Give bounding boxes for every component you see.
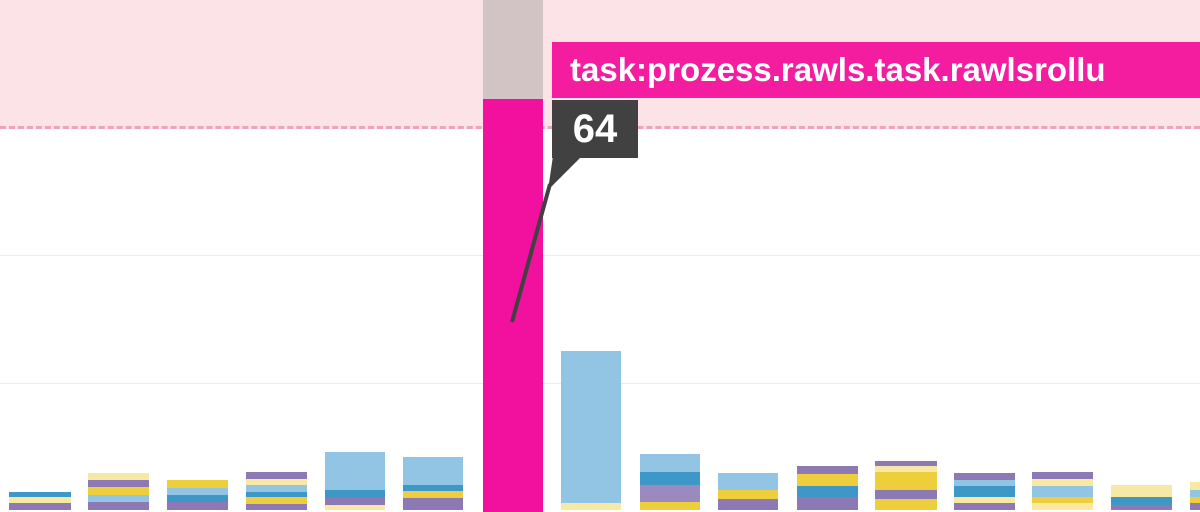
bar-segment-yellow [1032, 497, 1093, 503]
bar-segment-teal [403, 485, 463, 491]
bar-segment-teal [325, 490, 385, 498]
stacked-bar[interactable] [718, 473, 778, 510]
bar-segment-pale_yellow [1111, 485, 1172, 497]
stacked-bar[interactable] [1032, 472, 1093, 510]
stacked-bar[interactable] [875, 461, 937, 510]
stacked-bar[interactable] [640, 454, 700, 510]
bar-segment-teal [640, 472, 700, 485]
bar-segment-light_blue [561, 351, 621, 503]
bar-segment-purple [797, 466, 858, 474]
bar-segment-teal [167, 495, 228, 502]
bar-segment-yellow [246, 497, 307, 504]
tooltip-series-label: task:prozess.rawls.task.rawlsrollu [552, 42, 1200, 98]
tooltip-value-flag: 64 [552, 100, 638, 158]
bar-segment-gray_cap [483, 0, 543, 99]
bar-segment-purple [797, 497, 858, 510]
bar-segment-purple [88, 480, 149, 487]
stacked-bar[interactable] [88, 473, 149, 510]
bar-segment-pale_yellow [88, 473, 149, 480]
bar-segment-purple [403, 498, 463, 510]
bar-segment-teal [954, 486, 1015, 497]
bar-segment-purple [954, 503, 1015, 510]
hovered-alert-bar[interactable] [483, 0, 543, 512]
bar-segment-yellow [875, 472, 937, 490]
bar-segment-pale_yellow [1032, 503, 1093, 510]
bar-segment-purple [875, 461, 937, 466]
bar-segment-pale_yellow [954, 497, 1015, 503]
bar-segment-pale_yellow [325, 505, 385, 510]
bar-segment-light_blue [88, 495, 149, 502]
stacked-bar[interactable] [1111, 485, 1172, 510]
stacked-bar[interactable] [954, 473, 1015, 510]
bar-segment-yellow [403, 491, 463, 498]
bar-segment-purple [88, 502, 149, 510]
bar-segment-purple [167, 502, 228, 510]
stacked-bar[interactable] [561, 351, 621, 510]
stacked-bar[interactable] [246, 472, 307, 510]
bar-segment-pale_yellow [246, 479, 307, 485]
gridline [0, 255, 1200, 256]
bar-segment-light_blue [1190, 490, 1200, 497]
bar-segment-teal [246, 492, 307, 497]
bar-segment-pale_yellow [875, 466, 937, 472]
bar-segment-purple [246, 472, 307, 479]
bar-segment-light_blue [325, 452, 385, 490]
bar-segment-light_blue [718, 473, 778, 490]
stacked-bar[interactable] [9, 492, 71, 510]
bar-segment-purple [325, 498, 385, 505]
bar-segment-purple [246, 504, 307, 510]
bar-segment-light_blue [1032, 486, 1093, 497]
bar-segment-purple [1032, 472, 1093, 479]
bar-segment-yellow [167, 480, 228, 488]
bar-segment-light_blue [246, 485, 307, 492]
bar-segment-magenta [483, 99, 543, 512]
bar-segment-teal [1111, 497, 1172, 505]
bar-segment-pale_yellow [1032, 479, 1093, 486]
bar-segment-light_blue [640, 454, 700, 472]
bar-segment-purple [1111, 505, 1172, 510]
stacked-bar[interactable] [797, 466, 858, 510]
bar-segment-purple [718, 499, 778, 510]
stacked-bar[interactable] [167, 480, 228, 510]
bar-segment-yellow [1190, 497, 1200, 503]
bar-segment-light_blue [167, 488, 228, 495]
bar-segment-purple_light [640, 485, 700, 502]
bar-segment-yellow [875, 499, 937, 510]
bar-segment-pale_yellow [1190, 482, 1200, 490]
bar-segment-yellow [88, 487, 149, 495]
stacked-bar[interactable] [1190, 482, 1200, 510]
bar-segment-purple [9, 503, 71, 510]
bar-segment-purple [1190, 503, 1200, 510]
stacked-bar[interactable] [403, 457, 463, 510]
bar-segment-yellow [797, 474, 858, 486]
stacked-bar[interactable] [325, 452, 385, 510]
bar-segment-purple [875, 490, 937, 499]
bar-segment-teal [9, 492, 71, 497]
bar-segment-light_blue [403, 457, 463, 485]
bar-segment-yellow [718, 490, 778, 499]
bar-segment-teal [797, 486, 858, 497]
bar-segment-light_blue [954, 480, 1015, 486]
bar-segment-pale_yellow [9, 497, 71, 503]
bar-segment-yellow [640, 502, 700, 510]
bar-segment-pale_yellow [561, 503, 621, 510]
bar-segment-purple [954, 473, 1015, 480]
